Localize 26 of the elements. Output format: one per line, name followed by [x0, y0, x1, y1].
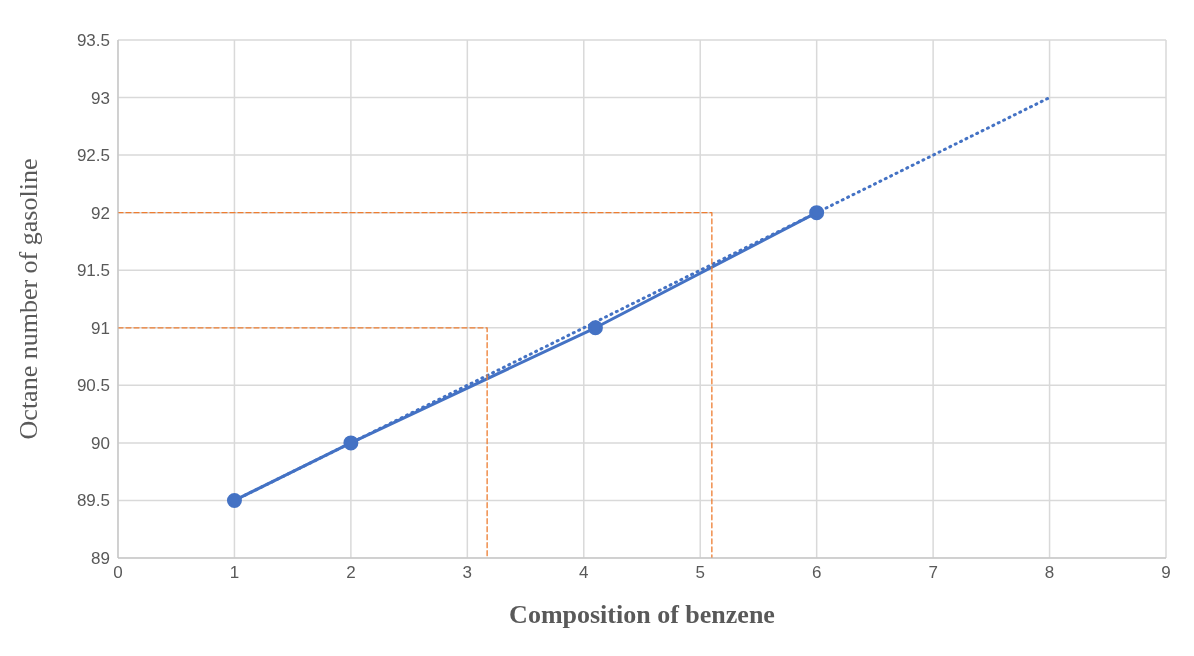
y-tick-label: 90.5 [76, 376, 110, 396]
point [343, 435, 359, 451]
y-tick-label: 91.5 [76, 261, 110, 281]
x-tick-label: 2 [346, 563, 356, 583]
y-tick-label: 89.5 [76, 491, 110, 511]
x-tick-label: 9 [1161, 563, 1171, 583]
y-tick-label: 93 [91, 88, 110, 108]
y-tick-label: 93.5 [76, 31, 110, 51]
x-tick-label: 4 [579, 563, 589, 583]
y-tick-label: 89 [91, 549, 110, 569]
x-tick-label: 5 [695, 563, 705, 583]
y-tick-label: 90 [91, 433, 110, 453]
x-tick-label: 1 [229, 563, 240, 583]
y-tick-label: 92 [91, 203, 110, 223]
y-axis-title: Octane number of gasoline [14, 158, 44, 440]
x-tick-label: 0 [113, 563, 123, 583]
point [809, 205, 825, 221]
x-tick-label: 7 [928, 563, 938, 583]
x-tick-label: 8 [1044, 563, 1055, 583]
y-tick-label: 91 [91, 318, 110, 338]
x-tick-label: 6 [811, 563, 822, 583]
x-axis-title: Composition of benzene [509, 600, 775, 629]
point [587, 320, 603, 336]
point [226, 492, 242, 508]
y-tick-label: 92.5 [76, 146, 110, 166]
x-tick-label: 3 [462, 563, 473, 583]
